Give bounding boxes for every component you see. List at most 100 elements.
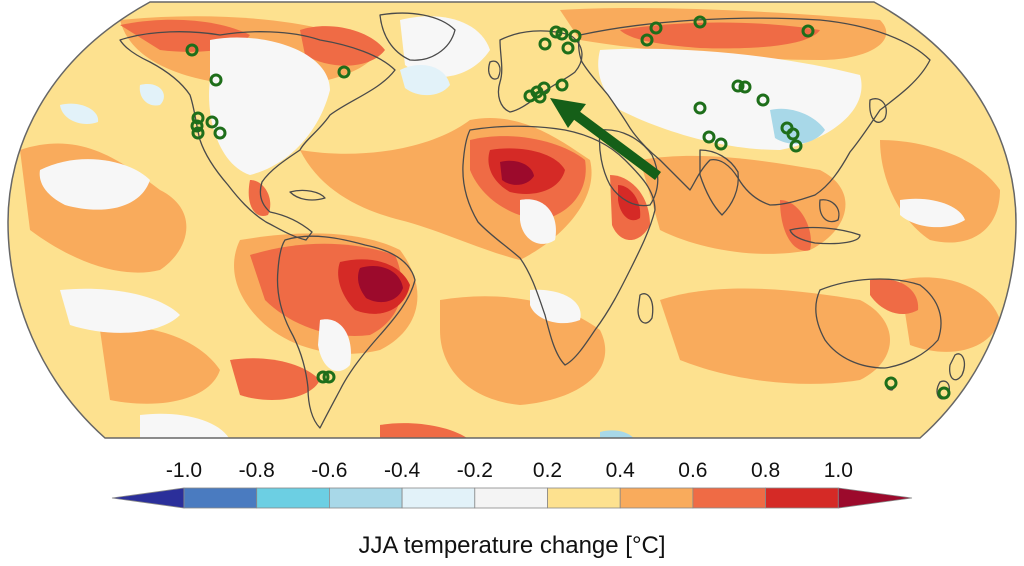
field-patch — [60, 103, 99, 125]
site-marker — [213, 126, 227, 140]
colorbar-bin — [328, 487, 403, 509]
highlight-arrow — [550, 98, 661, 181]
site-marker — [555, 78, 569, 92]
field-patch — [318, 319, 351, 372]
colorbar-bin — [692, 487, 767, 509]
site-marker — [549, 25, 563, 39]
coastline-madagascar — [637, 293, 654, 324]
colorbar-tick-label: 0.2 — [533, 459, 562, 482]
site-marker — [649, 21, 663, 35]
colorbar-title: JJA temperature change [°C] — [358, 532, 666, 559]
site-marker — [714, 137, 728, 151]
colorbar-bin — [111, 487, 185, 509]
coastline-cuba — [289, 189, 326, 201]
globe-outline — [7, 1, 1017, 439]
map-field — [8, 2, 1016, 438]
site-marker — [568, 29, 582, 43]
field-patch — [39, 159, 150, 210]
field-patch — [400, 16, 490, 77]
coastline-asia — [578, 17, 931, 206]
colorbar-tick-labels: -1.0 -0.8 -0.6 -0.4 -0.2 0.2 0.4 0.6 0.8 1.0 — [166, 459, 853, 482]
site-marker — [756, 93, 770, 107]
site-marker — [937, 386, 951, 400]
colorbar-bin — [619, 487, 694, 509]
field-patch — [870, 279, 919, 315]
site-marker — [185, 43, 199, 57]
field-patch — [440, 296, 606, 405]
field-patch — [400, 65, 450, 96]
site-marker — [322, 370, 336, 384]
colorbar-bin — [547, 487, 621, 509]
field-patch — [100, 327, 220, 404]
coastline-australia — [815, 278, 942, 369]
coastline-new-zealand — [949, 353, 966, 381]
field-patch — [300, 26, 385, 66]
site-marker — [693, 15, 707, 29]
colorbar-tick-label: -0.2 — [457, 459, 493, 482]
site-marker — [738, 80, 752, 94]
colorbar-tick-label: 0.6 — [678, 459, 707, 482]
colorbar-tick-label: -0.4 — [384, 459, 421, 482]
field-patch — [139, 84, 164, 106]
field-patch — [140, 413, 230, 438]
site-marker — [702, 130, 716, 144]
coastline-north-america — [119, 31, 396, 241]
site-marker — [786, 127, 800, 141]
site-markers — [185, 15, 951, 400]
field-patch — [209, 37, 330, 175]
field-patch — [520, 199, 556, 244]
field-patch — [900, 198, 965, 228]
colorbar-bins — [111, 487, 913, 509]
site-marker — [533, 90, 547, 104]
site-marker — [191, 126, 205, 140]
site-marker — [789, 139, 803, 153]
colorbar-tick-label: 0.8 — [751, 459, 780, 482]
colorbar-bin — [837, 487, 913, 509]
colorbar-tick-label: -0.8 — [239, 459, 275, 482]
site-marker — [538, 37, 552, 51]
coastline-japan — [869, 98, 887, 123]
site-marker — [693, 101, 707, 115]
field-patch — [530, 289, 581, 324]
coastlines — [119, 12, 966, 429]
coastline-arabia — [598, 129, 659, 207]
field-patch — [780, 200, 811, 251]
field-patch — [660, 288, 890, 384]
site-marker — [316, 370, 330, 384]
coastline-india — [699, 149, 739, 216]
site-marker — [205, 115, 219, 129]
temperature-change-map — [7, 1, 1017, 439]
field-patch — [230, 358, 320, 400]
coastline-indonesia — [789, 226, 861, 245]
coastline-uk — [488, 60, 501, 80]
coastline-greenland — [379, 12, 456, 61]
colorbar-bin — [183, 487, 258, 509]
field-class-cool — [60, 65, 825, 438]
site-marker — [209, 73, 223, 87]
colorbar-tick-label: -0.6 — [311, 459, 347, 482]
field-patch — [770, 108, 825, 144]
site-marker — [337, 65, 351, 79]
colorbar-bin — [474, 487, 548, 509]
coastline-borneo — [819, 199, 840, 223]
site-marker — [801, 24, 815, 38]
site-marker — [191, 111, 205, 125]
site-marker — [884, 376, 898, 390]
colorbar: -1.0 -0.8 -0.6 -0.4 -0.2 0.2 0.4 0.6 0.8 1.0 — [111, 459, 913, 509]
site-marker — [555, 27, 569, 41]
field-patch — [60, 288, 180, 333]
site-marker — [640, 33, 654, 47]
field-patch — [620, 22, 820, 49]
colorbar-tick-label: -1.0 — [166, 459, 202, 482]
site-marker — [731, 79, 745, 93]
coastline-south-america — [276, 235, 416, 429]
field-patch — [358, 266, 403, 303]
site-marker — [561, 41, 575, 55]
field-class-over-1.0 — [358, 160, 534, 303]
field-patch — [380, 423, 470, 438]
colorbar-bin — [401, 487, 476, 509]
field-patch — [500, 160, 534, 185]
colorbar-bin — [765, 487, 839, 509]
coastline-africa — [462, 125, 656, 366]
site-marker — [190, 119, 204, 133]
